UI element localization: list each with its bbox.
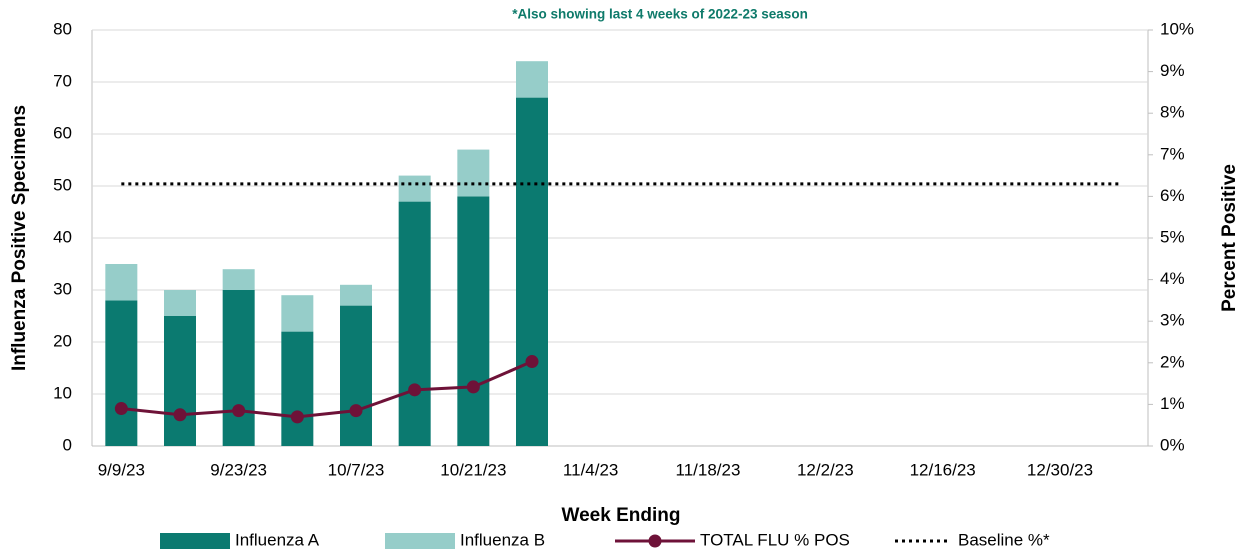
bar bbox=[398, 201, 431, 446]
y2-tick-label: 9% bbox=[1160, 61, 1185, 80]
x-tick-label: 12/2/23 bbox=[797, 460, 854, 479]
y-tick-label: 20 bbox=[53, 331, 72, 350]
bar bbox=[516, 97, 548, 446]
bar bbox=[340, 305, 372, 446]
bar bbox=[105, 300, 138, 446]
line-marker bbox=[525, 355, 539, 369]
bar bbox=[105, 264, 138, 301]
legend-label: Influenza B bbox=[460, 530, 545, 549]
x-tick-label: 11/18/23 bbox=[676, 460, 741, 479]
x-tick-label: 12/16/23 bbox=[910, 460, 976, 479]
y-tick-label: 50 bbox=[53, 175, 72, 194]
line-marker bbox=[290, 410, 304, 424]
y2-tick-label: 4% bbox=[1160, 269, 1185, 288]
x-tick-label: 9/9/23 bbox=[98, 460, 145, 479]
x-tick-label: 10/21/23 bbox=[440, 460, 506, 479]
line bbox=[121, 360, 533, 419]
y-tick-label: 0 bbox=[63, 435, 72, 454]
x-tick-label: 10/7/23 bbox=[328, 460, 385, 479]
bar bbox=[222, 290, 255, 446]
legend-label: Influenza A bbox=[235, 530, 320, 549]
legend-label: TOTAL FLU % POS bbox=[700, 530, 850, 549]
y2-tick-label: 10% bbox=[1160, 19, 1194, 38]
y-tick-label: 70 bbox=[53, 71, 72, 90]
bar bbox=[457, 196, 490, 446]
bar bbox=[164, 290, 196, 316]
x-tick-label: 11/4/23 bbox=[563, 460, 618, 479]
chart-subtitle: *Also showing last 4 weeks of 2022-23 se… bbox=[512, 7, 808, 22]
bar bbox=[281, 331, 314, 446]
line-marker bbox=[408, 383, 422, 397]
y2-tick-label: 0% bbox=[1160, 435, 1185, 454]
bar bbox=[281, 295, 314, 332]
legend-swatch bbox=[648, 534, 662, 548]
y-tick-label: 80 bbox=[53, 19, 72, 38]
line-marker bbox=[114, 402, 128, 416]
bar bbox=[340, 284, 372, 306]
y2-tick-label: 6% bbox=[1160, 186, 1185, 205]
legend-label: Baseline %* bbox=[958, 530, 1050, 549]
bar bbox=[516, 61, 548, 98]
bar bbox=[222, 269, 255, 290]
y2-tick-label: 5% bbox=[1160, 227, 1185, 246]
line-marker bbox=[466, 380, 480, 394]
y-tick-label: 60 bbox=[53, 123, 72, 142]
legend-swatch bbox=[160, 533, 230, 549]
legend-swatch bbox=[385, 533, 455, 549]
y2-tick-label: 8% bbox=[1160, 103, 1185, 122]
y2-tick-label: 1% bbox=[1160, 394, 1185, 413]
bar bbox=[398, 175, 431, 202]
y-tick-label: 40 bbox=[53, 227, 72, 246]
bar bbox=[164, 316, 196, 446]
x-tick-label: 12/30/23 bbox=[1027, 460, 1093, 479]
x-tick-label: 9/23/23 bbox=[210, 460, 267, 479]
line-marker bbox=[232, 404, 246, 418]
y2-tick-label: 2% bbox=[1160, 352, 1185, 371]
y2-tick-label: 3% bbox=[1160, 311, 1185, 330]
y2-tick-label: 7% bbox=[1160, 144, 1185, 163]
y2-axis-title: Percent Positive bbox=[1219, 164, 1240, 312]
line-marker bbox=[349, 404, 363, 418]
x-axis-title: Week Ending bbox=[562, 505, 681, 526]
y-tick-label: 10 bbox=[53, 383, 72, 402]
bar bbox=[457, 149, 490, 197]
y-tick-label: 30 bbox=[53, 279, 72, 298]
y-axis-title: Influenza Positive Specimens bbox=[9, 105, 30, 371]
line-marker bbox=[173, 408, 187, 422]
